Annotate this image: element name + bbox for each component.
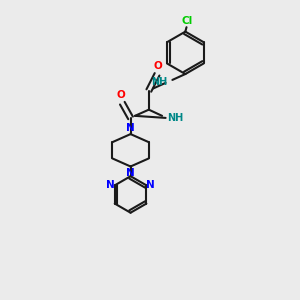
Text: O: O [153,61,162,71]
Text: Cl: Cl [181,16,192,26]
Text: NH: NH [167,113,183,123]
Text: N: N [106,180,115,190]
Text: N: N [126,123,135,133]
Text: NH: NH [151,77,167,87]
Text: N: N [126,168,135,178]
Text: O: O [116,90,125,100]
Text: N: N [146,180,155,190]
